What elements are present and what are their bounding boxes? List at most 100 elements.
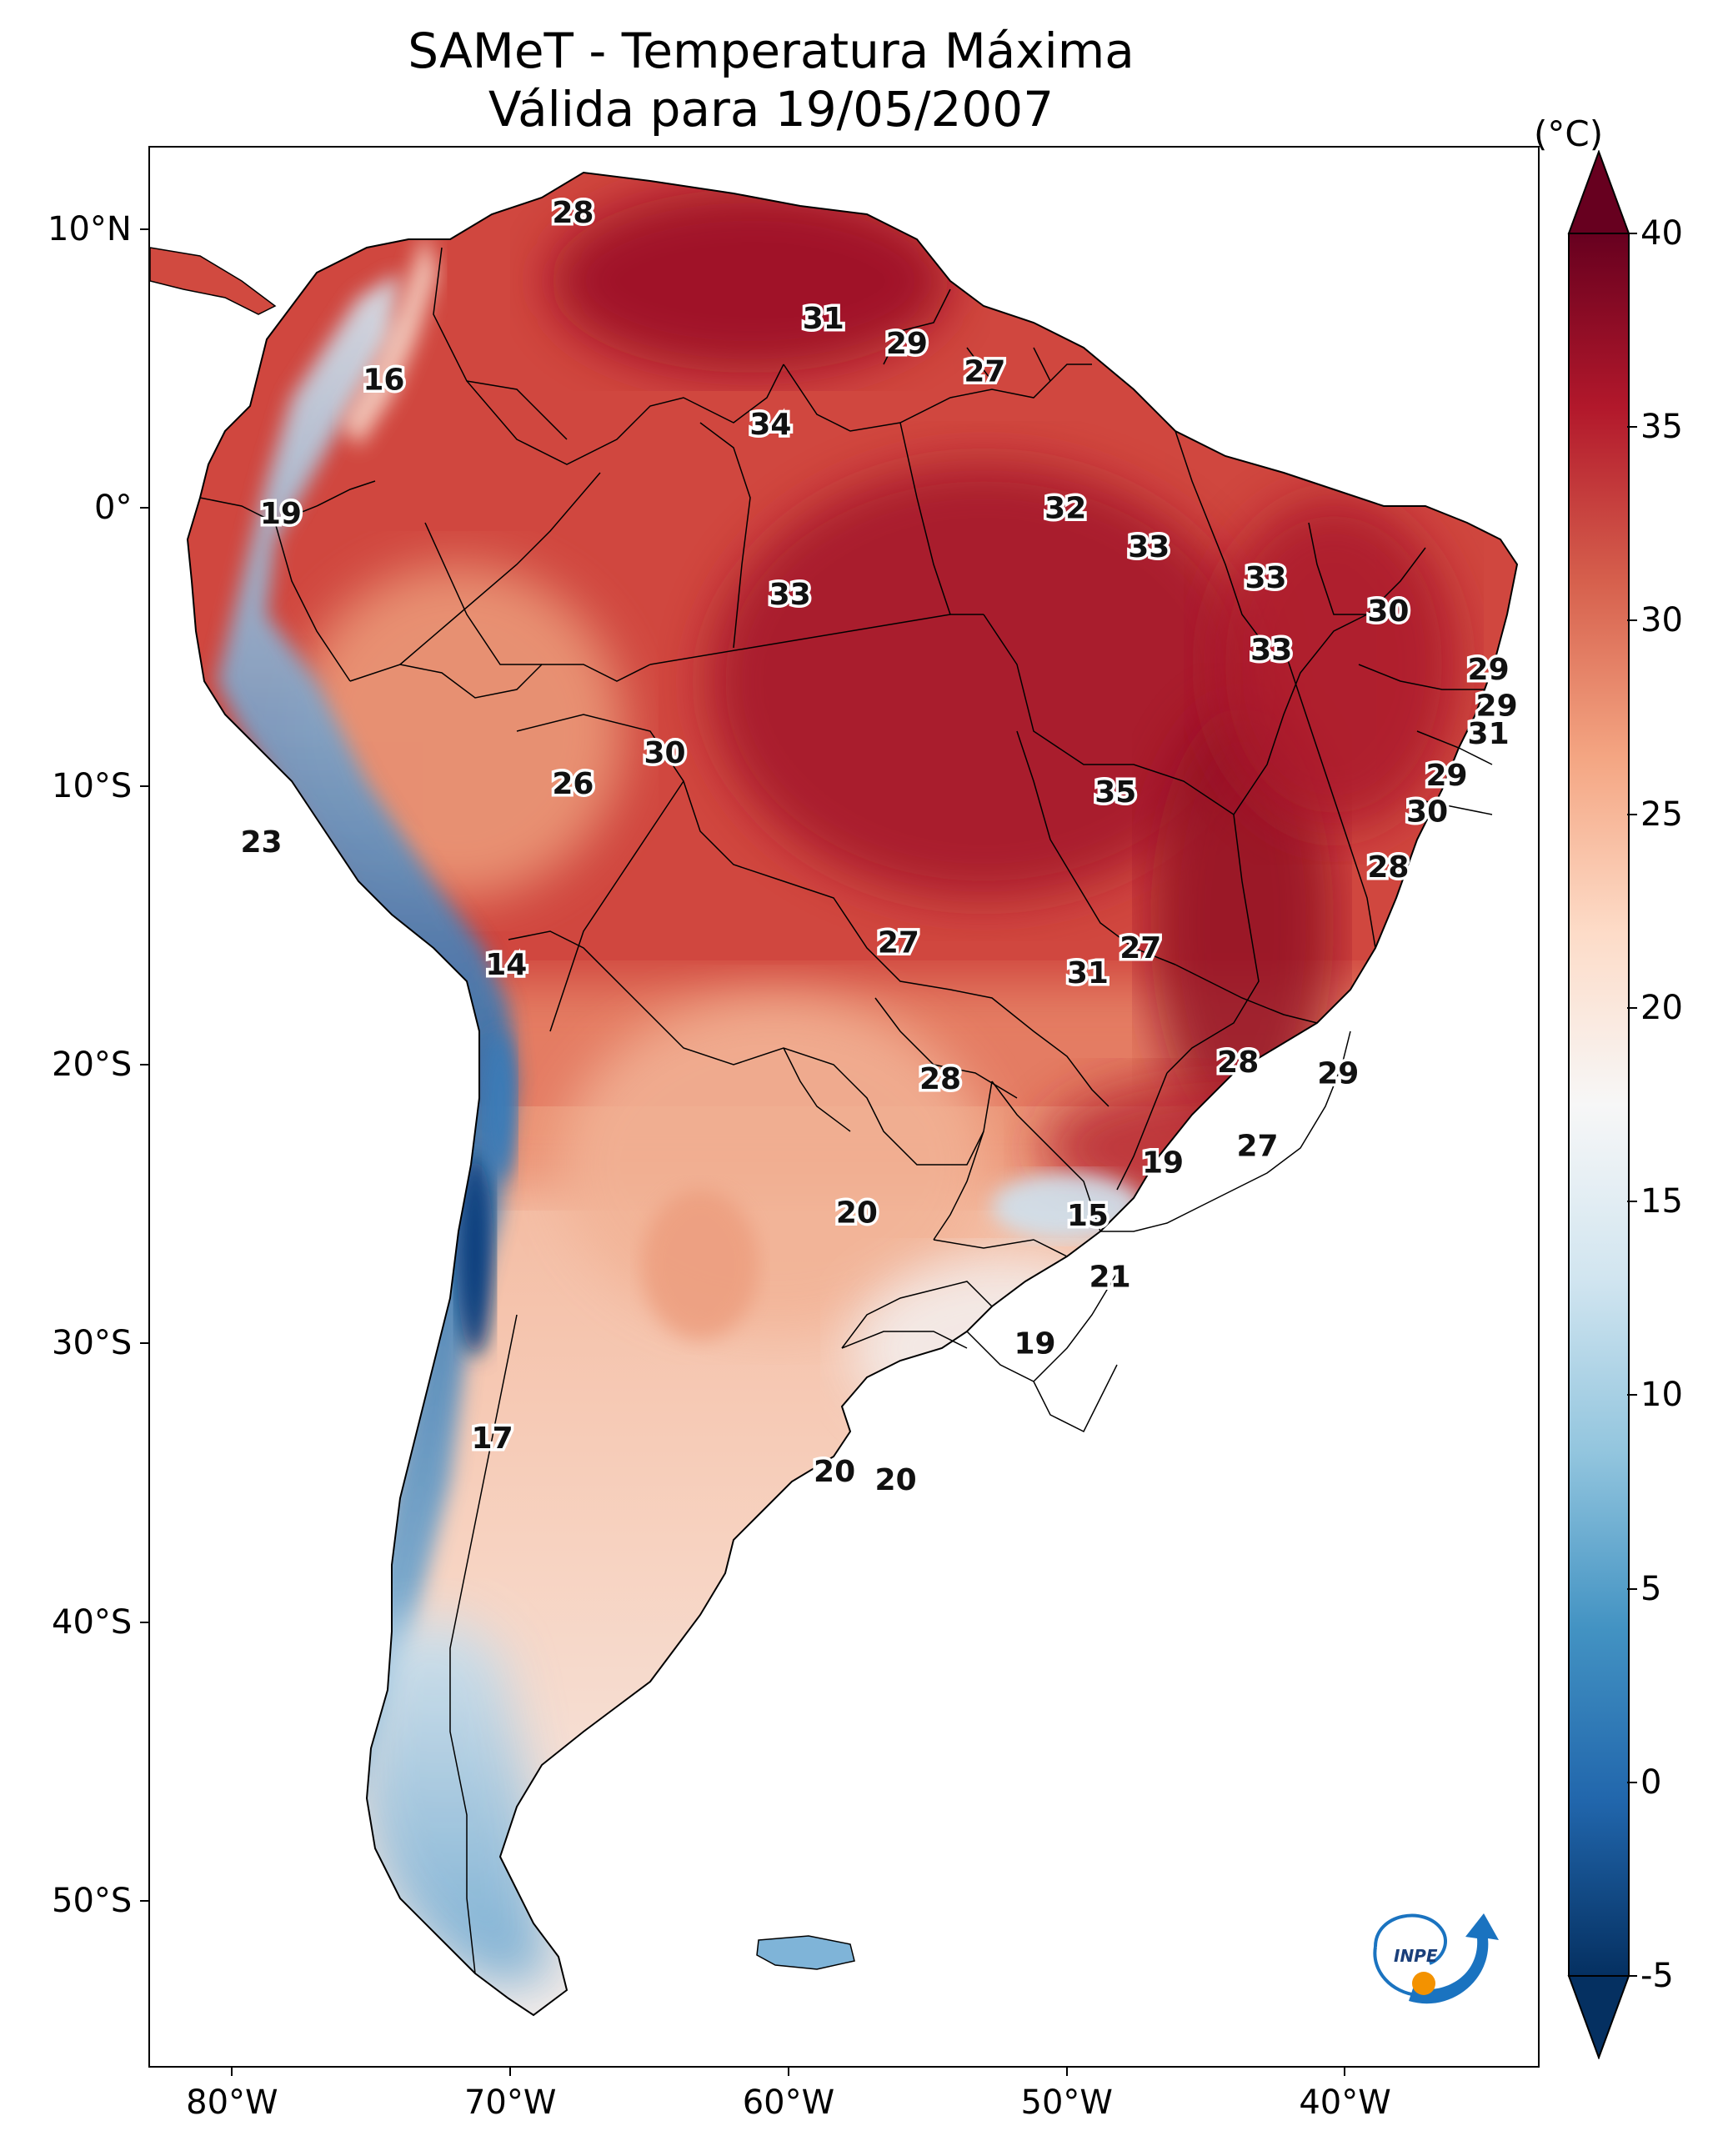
x-tick-mark	[1065, 2066, 1068, 2076]
x-tick-label: 60°W	[742, 2083, 835, 2122]
svg-text:INPE: INPE	[1394, 1946, 1438, 1966]
x-tick-label: 70°W	[463, 2083, 557, 2122]
y-tick-label: 10°N	[48, 210, 132, 249]
station-label: 35	[1094, 775, 1136, 810]
station-label: 34	[749, 408, 791, 442]
colorbar-unit: (°C)	[1534, 113, 1604, 154]
coastline	[186, 171, 1519, 2017]
station-label: 31	[1067, 956, 1109, 990]
station-label: 14	[485, 948, 527, 982]
station-label: 33	[769, 578, 811, 612]
colorbar-tick-label: 30	[1640, 601, 1683, 640]
station-label: 19	[1014, 1326, 1055, 1361]
station-label: 27	[878, 925, 919, 960]
colorbar-tick-mark	[1627, 1394, 1637, 1396]
colorbar-tick-label: -5	[1640, 1957, 1674, 1995]
colorbar-tick-label: 5	[1640, 1569, 1662, 1608]
station-label: 28	[1367, 850, 1409, 885]
station-label: 29	[1476, 689, 1518, 724]
station-label: 21	[1089, 1260, 1131, 1294]
station-label: 29	[1317, 1056, 1359, 1091]
inpe-logo: INPE	[1373, 1913, 1499, 2004]
station-label: 30	[1367, 594, 1409, 629]
station-label: 20	[875, 1463, 917, 1497]
colorbar-tick-label: 40	[1640, 214, 1683, 253]
colorbar-tick-mark	[1627, 1781, 1637, 1783]
station-label: 27	[964, 355, 1005, 389]
station-label: 33	[1128, 530, 1170, 564]
y-tick-label: 40°S	[52, 1602, 133, 1642]
map-title: SAMeT - Temperatura Máxima	[408, 23, 1134, 79]
station-label: 19	[1142, 1146, 1184, 1180]
y-tick-label: 20°S	[52, 1045, 133, 1085]
station-label: 28	[1217, 1045, 1259, 1080]
colorbar-tick-mark	[1627, 813, 1637, 815]
y-tick-mark	[140, 228, 150, 231]
falkland-islands	[756, 1935, 855, 1970]
station-label: 28	[552, 196, 594, 230]
station-label: 29	[1425, 759, 1467, 793]
colorbar-tick-mark	[1627, 1975, 1637, 1977]
station-label: 33	[1250, 634, 1292, 668]
station-label: 19	[260, 497, 302, 531]
y-tick-label: 30°S	[52, 1324, 133, 1363]
colorbar-top-arrow	[1567, 150, 1630, 234]
colorbar-tick-label: 10	[1640, 1376, 1683, 1415]
station-label: 27	[1119, 931, 1161, 965]
colorbar-tick-label: 0	[1640, 1762, 1662, 1802]
x-tick-mark	[508, 2066, 511, 2076]
station-label: 23	[240, 825, 282, 860]
colorbar-tick-label: 15	[1640, 1182, 1683, 1221]
map-subtitle: Válida para 19/05/2007	[488, 81, 1054, 138]
colorbar-tick-mark	[1627, 1201, 1637, 1203]
station-label: 29	[886, 327, 928, 361]
x-tick-label: 40°W	[1299, 2083, 1391, 2122]
station-label: 28	[919, 1062, 961, 1096]
colorbar	[1567, 150, 1630, 2059]
y-tick-label: 50°S	[52, 1881, 133, 1920]
y-tick-mark	[140, 785, 150, 788]
colorbar-tick-label: 35	[1640, 408, 1683, 447]
station-label: 20	[814, 1455, 855, 1489]
colorbar-tick-mark	[1627, 233, 1637, 234]
map-panel[interactable]: 28 16 19 34 31 29 27 32 33 33 33 30 33 29 29 31 30 26 35 29…	[148, 146, 1540, 2068]
y-tick-label: 0°	[94, 489, 133, 528]
colorbar-tick-mark	[1627, 426, 1637, 429]
station-label: 16	[363, 364, 404, 398]
y-tick-label: 10°S	[52, 767, 133, 806]
station-label: 30	[644, 736, 685, 770]
colorbar-tick-label: 25	[1640, 795, 1683, 834]
x-tick-mark	[231, 2066, 233, 2076]
x-tick-mark	[1344, 2066, 1346, 2076]
station-label: 20	[836, 1196, 878, 1230]
x-tick-label: 80°W	[186, 2083, 278, 2122]
station-label: 17	[472, 1421, 513, 1456]
y-tick-mark	[140, 1899, 150, 1902]
central-america	[150, 247, 277, 315]
station-label: 26	[552, 767, 594, 801]
x-tick-label: 50°W	[1020, 2083, 1113, 2122]
colorbar-tick-mark	[1627, 1006, 1637, 1009]
y-tick-mark	[140, 1064, 150, 1066]
colorbar-tick-mark	[1627, 619, 1637, 622]
colorbar-tick-label: 20	[1640, 988, 1683, 1027]
station-label: 31	[803, 302, 844, 336]
colorbar-tick-mark	[1627, 1587, 1637, 1590]
y-tick-mark	[140, 507, 150, 509]
country-borders	[199, 247, 1493, 1974]
station-label: 27	[1236, 1129, 1278, 1163]
station-label: 31	[1468, 717, 1510, 751]
station-label: 15	[1067, 1199, 1109, 1233]
y-tick-mark	[140, 1621, 150, 1623]
y-tick-mark	[140, 1342, 150, 1345]
station-label: 32	[1044, 491, 1086, 525]
station-label: 30	[1406, 795, 1448, 829]
station-label: 33	[1245, 561, 1286, 595]
x-tick-mark	[787, 2066, 789, 2076]
colorbar-body	[1568, 233, 1630, 1977]
station-label: 29	[1468, 653, 1510, 687]
colorbar-bottom-arrow	[1567, 1975, 1630, 2059]
